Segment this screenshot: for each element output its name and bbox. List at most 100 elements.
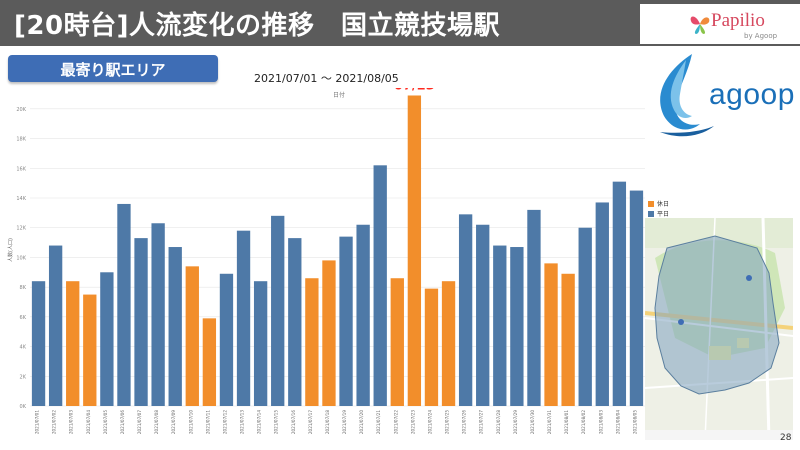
x-tick-label: 2021/07/02 (52, 410, 57, 434)
brand-logo: Papilio by Agoop (640, 4, 800, 44)
bar (66, 281, 80, 406)
bar (595, 202, 609, 406)
bar (168, 247, 182, 406)
x-tick-label: 2021/07/25 (445, 410, 450, 434)
area-badge: 最寄り駅エリア (8, 55, 218, 82)
y-tick-label: 18K (16, 137, 26, 143)
date-range: 2021/07/01 ～ 2021/08/05 (254, 72, 399, 85)
butterfly-icon (690, 16, 710, 34)
x-tick-label: 2021/07/28 (496, 410, 501, 434)
bar (510, 247, 524, 406)
page-title: [20時台]人流変化の推移 国立競技場駅 (14, 11, 500, 41)
bar (185, 266, 199, 406)
x-tick-label: 2021/07/05 (103, 410, 108, 434)
legend-label-weekday: 平日 (657, 211, 670, 218)
bar (339, 236, 353, 406)
agoop-logo-text: agoop (709, 78, 795, 111)
bar (322, 260, 336, 406)
y-tick-label: 6K (20, 315, 27, 321)
x-tick-label: 2021/07/23 (410, 410, 415, 434)
legend-swatch-weekday (648, 211, 654, 217)
x-tick-label: 2021/07/01 (35, 410, 40, 434)
y-tick-label: 4K (20, 345, 27, 351)
x-tick-label: 2021/07/07 (137, 410, 142, 434)
bar (117, 203, 131, 406)
x-tick-label: 2021/07/11 (205, 410, 210, 434)
bar (236, 230, 251, 406)
bar (441, 281, 456, 406)
y-tick-label: 0K (20, 404, 27, 410)
x-tick-label: 2021/07/10 (188, 410, 193, 434)
bar (271, 215, 285, 406)
y-axis-label: 人数(人口) (7, 238, 14, 262)
area-badge-label: 最寄り駅エリア (60, 61, 166, 79)
x-tick-label: 2021/07/21 (376, 410, 381, 434)
bar (202, 318, 217, 406)
chart-legend: 休日 平日 (648, 200, 669, 220)
bar-chart: 0K 2K 4K 6K 8K 10K 12K 14K 16K 18K 20K 人数(人口) 2021/0… (7, 88, 645, 434)
legend-label-holiday: 休日 (657, 201, 670, 208)
x-tick-label: 2021/07/24 (427, 410, 432, 434)
bar (151, 223, 165, 406)
legend-swatch-holiday (648, 201, 654, 207)
bar (31, 281, 46, 406)
x-tick-label: 2021/07/15 (274, 410, 279, 434)
bar (373, 165, 387, 406)
legend-item-holiday: 休日 (648, 200, 669, 210)
chart-title: 日付 (333, 92, 346, 99)
bar (493, 245, 507, 406)
bar (83, 294, 97, 406)
y-tick-label: 8K (20, 285, 27, 291)
x-tick-label: 2021/07/17 (308, 410, 313, 434)
agoop-swoosh-icon (660, 54, 714, 137)
bar (612, 181, 627, 406)
x-tick-label: 2021/08/05 (632, 410, 637, 434)
x-tick-label: 2021/08/01 (564, 410, 569, 434)
y-tick-label: 14K (16, 196, 26, 202)
y-tick-label: 16K (16, 166, 26, 172)
y-tick-label: 2K (20, 374, 27, 380)
x-tick-label: 2021/08/04 (615, 410, 620, 434)
bar (544, 263, 558, 406)
x-tick-label: 2021/07/18 (325, 410, 330, 434)
bar (578, 227, 592, 406)
x-tick-label: 2021/07/04 (86, 410, 91, 434)
bar (356, 224, 370, 406)
bar (407, 95, 422, 406)
x-tick-label: 2021/07/31 (547, 410, 552, 434)
header-bar: [20時台]人流変化の推移 国立競技場駅 Papilio by Agoop (0, 0, 800, 46)
x-tick-label: 2021/07/03 (69, 410, 74, 434)
bar (424, 288, 439, 406)
bar (476, 224, 490, 406)
bar (134, 238, 148, 406)
area-map (645, 218, 793, 440)
brand-subtitle: by Agoop (744, 32, 778, 40)
bar (288, 238, 302, 406)
x-tick-label: 2021/07/08 (154, 410, 159, 434)
x-tick-label: 2021/07/06 (120, 410, 125, 434)
bar (390, 278, 404, 406)
brand-name: Papilio (711, 10, 765, 31)
x-tick-label: 2021/07/26 (462, 410, 467, 434)
peak-annotation: 07/23 (394, 88, 435, 93)
y-tick-label: 10K (16, 255, 26, 261)
bar (253, 281, 268, 406)
map-image (645, 218, 793, 440)
x-tick-label: 2021/07/22 (393, 410, 398, 434)
x-tick-label: 2021/07/09 (171, 410, 176, 434)
x-tick-label: 2021/08/03 (598, 410, 603, 434)
page-number: 28 (780, 433, 792, 443)
y-tick-label: 12K (16, 226, 26, 232)
x-tick-label: 2021/07/13 (240, 410, 245, 434)
bar (527, 209, 541, 406)
x-tick-label: 2021/07/29 (513, 410, 518, 434)
agoop-logo: agoop (640, 50, 800, 140)
legend-item-weekday: 平日 (648, 210, 669, 220)
bar (629, 190, 644, 406)
x-tick-label: 2021/07/14 (257, 410, 262, 434)
y-tick-label: 20K (16, 107, 26, 113)
bar (48, 245, 63, 406)
bar (458, 214, 473, 406)
x-tick-label: 2021/07/27 (479, 410, 484, 434)
bar (561, 273, 575, 406)
